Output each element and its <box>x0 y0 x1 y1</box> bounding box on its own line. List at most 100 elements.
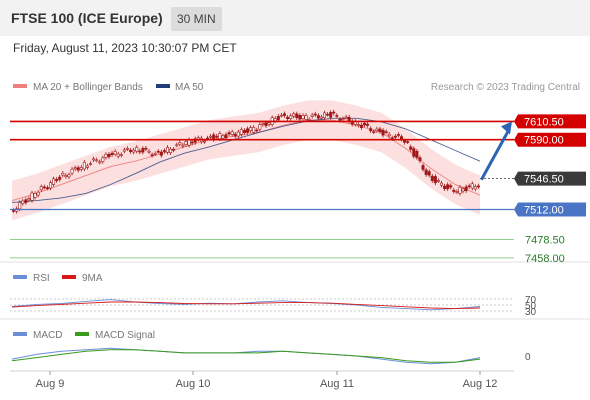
candle-body <box>313 113 317 116</box>
price-legend: MA 20 + Bollinger Bands MA 50 <box>13 82 204 93</box>
candle-body <box>135 147 139 152</box>
candle-body <box>449 185 453 188</box>
ma50-legend-swatch <box>156 84 170 88</box>
candle-body <box>206 137 210 140</box>
candle-body <box>187 139 191 146</box>
candle-body <box>98 161 102 164</box>
candle-body <box>236 131 240 137</box>
candle-body <box>261 123 265 125</box>
candle-body <box>326 113 330 116</box>
timeframe-button[interactable]: 30 MIN <box>171 7 222 31</box>
candle-body <box>464 186 468 192</box>
level-tag-support <box>514 202 586 217</box>
candle-body <box>39 186 43 191</box>
candle-body <box>427 171 431 176</box>
candle-body <box>125 148 129 150</box>
candle-body <box>319 116 323 119</box>
candle-body <box>150 154 154 156</box>
candle-body <box>21 200 25 204</box>
candle-body <box>470 183 474 189</box>
candle-body <box>153 153 157 155</box>
candle-body <box>85 165 89 168</box>
candle-body <box>403 140 407 143</box>
candle-body <box>224 134 228 139</box>
candle-body <box>138 150 142 153</box>
price-plot: 7610.50 7590.00 7546.50 7512.00 7478.50 7458.… <box>10 100 586 265</box>
candle-body <box>193 138 197 143</box>
candle-body <box>421 165 425 170</box>
candle-body <box>104 154 108 158</box>
rsi-ma-line <box>11 301 481 310</box>
level-label-target: 7458.00 <box>525 253 565 265</box>
ma20-legend-swatch <box>13 84 27 88</box>
candle-body <box>264 122 268 127</box>
candle-body <box>409 146 413 150</box>
candle-body <box>329 112 333 118</box>
macd-signal-legend-swatch <box>75 332 89 336</box>
candle-body <box>301 115 305 120</box>
candle-body <box>92 158 96 161</box>
candle-body <box>307 119 311 121</box>
macd-line <box>11 347 481 365</box>
candle-body <box>249 127 253 132</box>
candle-body <box>107 153 111 158</box>
level-tag-current <box>514 171 586 186</box>
candle-body <box>209 135 213 138</box>
candle-body <box>12 210 16 212</box>
macd-legend-label: MACD <box>33 330 62 341</box>
candle-body <box>147 150 151 153</box>
candle-body <box>316 115 320 119</box>
x-axis: Aug 9 Aug 10 Aug 11 Aug 12 <box>36 371 498 390</box>
candle-body <box>279 114 283 117</box>
candle-body <box>384 131 388 133</box>
candle-body <box>424 169 428 175</box>
candle-body <box>67 174 71 178</box>
rsi-legend-label: RSI <box>33 273 50 284</box>
candle-body <box>89 163 93 165</box>
candle-body <box>458 186 462 194</box>
candle-body <box>159 151 163 156</box>
candle-body <box>42 186 46 189</box>
candle-body <box>267 122 271 125</box>
candle-body <box>356 124 360 126</box>
candle-body <box>227 132 231 135</box>
candle-body <box>95 159 99 162</box>
candle-body <box>258 124 262 130</box>
x-tick-label: Aug 12 <box>463 378 498 390</box>
level-label-resistance: 7590.00 <box>524 135 564 147</box>
candle-body <box>172 148 176 151</box>
candle-body <box>61 172 65 176</box>
candle-body <box>132 149 136 153</box>
candle-body <box>110 152 114 156</box>
macd-plot: 0 <box>11 347 531 365</box>
ma50-line <box>11 117 481 203</box>
candle-body <box>165 147 169 153</box>
rsi-line <box>11 299 481 311</box>
rsi-ma-legend-label: 9MA <box>82 273 103 284</box>
rsi-legend-swatch <box>13 275 27 279</box>
level-label-support: 7512.00 <box>524 205 564 217</box>
candle-body <box>381 129 385 136</box>
chart-datetime: Friday, August 11, 2023 10:30:07 PM CET <box>13 41 237 55</box>
candle-body <box>372 131 376 133</box>
candle-body <box>292 113 296 117</box>
candle-body <box>282 113 286 116</box>
candle-body <box>181 144 185 147</box>
level-tag-resistance <box>514 114 586 129</box>
credit-text: Research © 2023 Trading Central <box>431 82 580 93</box>
rsi-tick-label: 70 <box>525 295 537 306</box>
candle-body <box>230 131 234 135</box>
candles <box>12 109 480 214</box>
level-label-current: 7546.50 <box>524 174 564 186</box>
candle-body <box>338 118 342 121</box>
candle-body <box>396 134 400 136</box>
candle-body <box>255 129 259 132</box>
candle-body <box>246 128 250 133</box>
rsi-ma-legend-swatch <box>62 275 76 279</box>
candle-body <box>467 185 471 188</box>
candle-body <box>461 188 465 192</box>
candle-body <box>433 176 437 184</box>
candle-body <box>33 193 37 198</box>
